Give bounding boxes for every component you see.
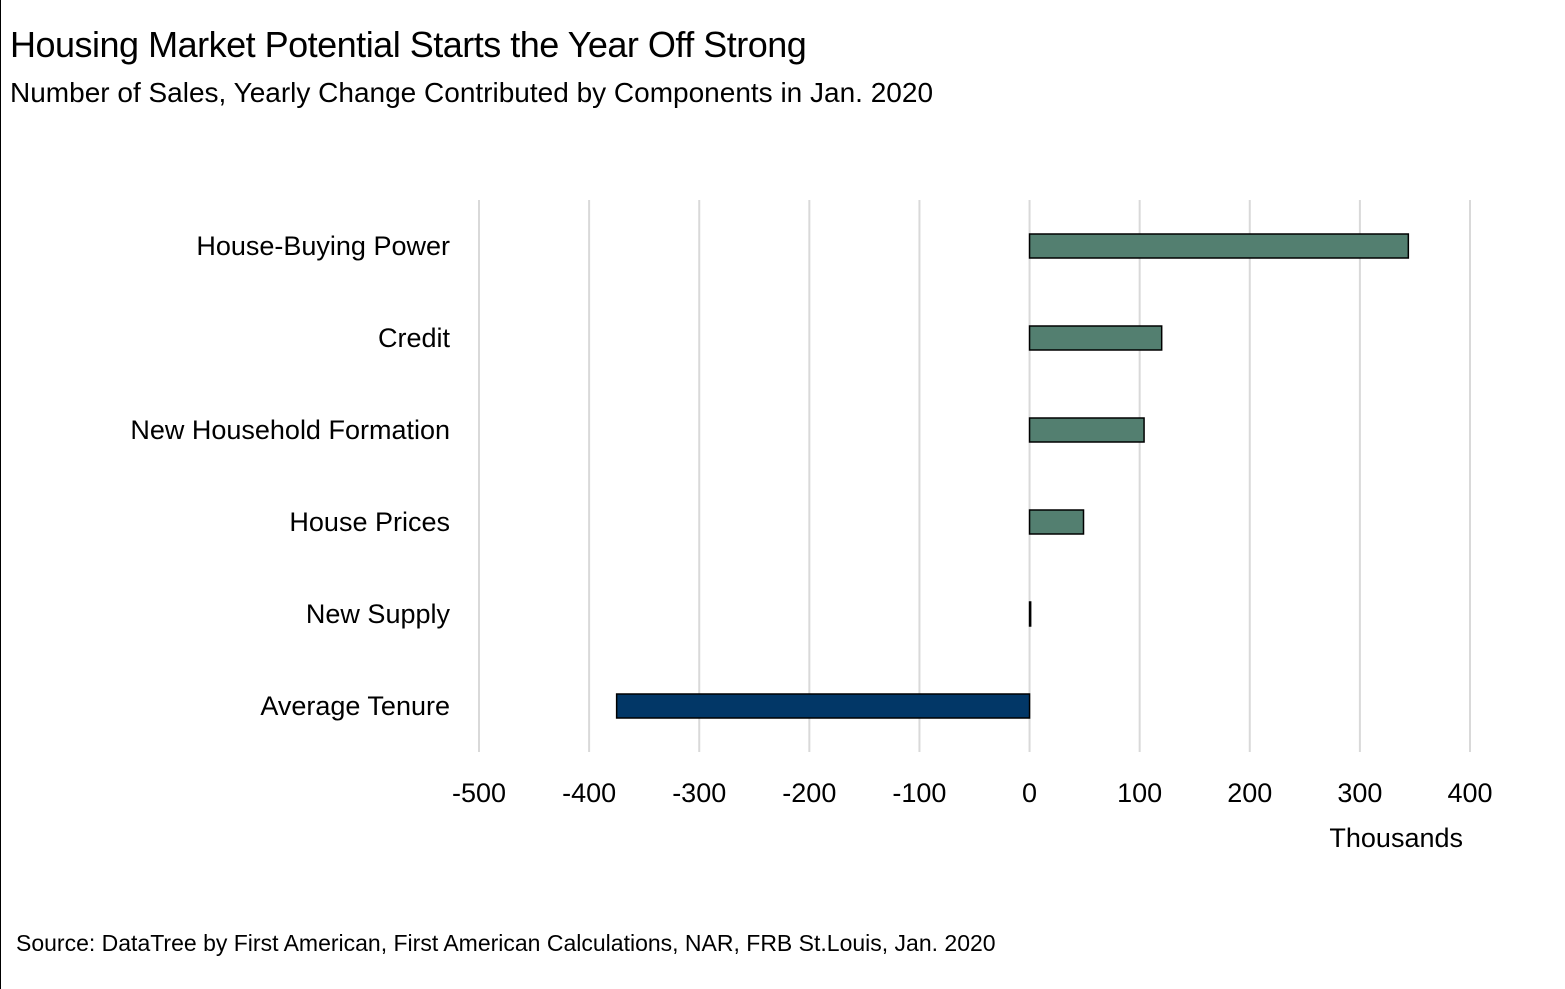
x-tick-label: -500 — [452, 778, 506, 808]
category-label: New Supply — [306, 599, 451, 629]
bar — [1028, 325, 1163, 351]
category-labels: House-Buying Power Credit New Household Fo… — [130, 231, 450, 721]
grid-lines — [478, 200, 1471, 752]
bar — [1028, 509, 1085, 535]
bar — [1028, 417, 1145, 443]
x-axis-label: Thousands — [1329, 823, 1463, 853]
category-label: House-Buying Power — [196, 231, 450, 261]
category-label: House Prices — [289, 507, 450, 537]
category-label: Average Tenure — [260, 691, 450, 721]
x-tick-label: -400 — [562, 778, 616, 808]
chart-subtitle: Number of Sales, Yearly Change Contribut… — [10, 77, 934, 108]
frame-border — [0, 0, 1, 989]
x-tick-label: 100 — [1117, 778, 1162, 808]
bar — [1028, 233, 1410, 259]
source-note: Source: DataTree by First American, Firs… — [16, 930, 996, 956]
x-tick-label: 200 — [1227, 778, 1272, 808]
x-tick-labels: -500 -400 -300 -200 -100 0 100 200 300 400 — [452, 778, 1493, 808]
x-tick-label: 300 — [1337, 778, 1382, 808]
x-tick-label: -300 — [672, 778, 726, 808]
bar — [1028, 601, 1032, 627]
x-tick-label: 400 — [1447, 778, 1492, 808]
category-label: Credit — [378, 323, 451, 353]
category-label: New Household Formation — [130, 415, 450, 445]
x-tick-label: 0 — [1022, 778, 1037, 808]
chart-title: Housing Market Potential Starts the Year… — [10, 24, 807, 65]
bars — [615, 233, 1410, 719]
x-tick-label: -100 — [892, 778, 946, 808]
x-tick-label: -200 — [782, 778, 836, 808]
bar — [615, 693, 1031, 719]
